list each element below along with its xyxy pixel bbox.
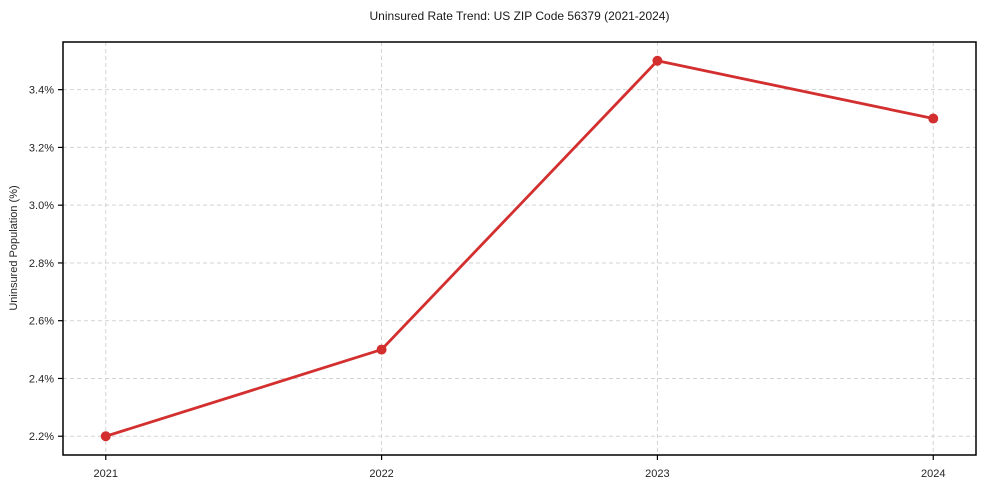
data-point-marker bbox=[376, 344, 387, 355]
data-point-marker bbox=[928, 113, 939, 124]
y-tick-label: 3.4% bbox=[29, 85, 54, 97]
data-point-marker bbox=[100, 431, 111, 442]
y-axis-label: Uninsured Population (%) bbox=[8, 185, 20, 311]
y-tick-label: 2.8% bbox=[29, 258, 54, 270]
y-tick-label: 2.2% bbox=[29, 431, 54, 443]
y-tick-label: 3.2% bbox=[29, 142, 54, 154]
y-tick-label: 2.6% bbox=[29, 316, 54, 328]
x-tick-label: 2022 bbox=[369, 468, 393, 480]
x-tick-label: 2024 bbox=[921, 468, 945, 480]
x-tick-label: 2021 bbox=[94, 468, 118, 480]
data-point-marker bbox=[652, 55, 663, 66]
plot-border bbox=[62, 41, 977, 456]
chart-title: Uninsured Rate Trend: US ZIP Code 56379 … bbox=[369, 9, 670, 23]
x-tick-label: 2023 bbox=[645, 468, 669, 480]
trend-line bbox=[104, 59, 935, 438]
y-tick-label: 2.4% bbox=[29, 373, 54, 385]
y-tick-label: 3.0% bbox=[29, 200, 54, 212]
